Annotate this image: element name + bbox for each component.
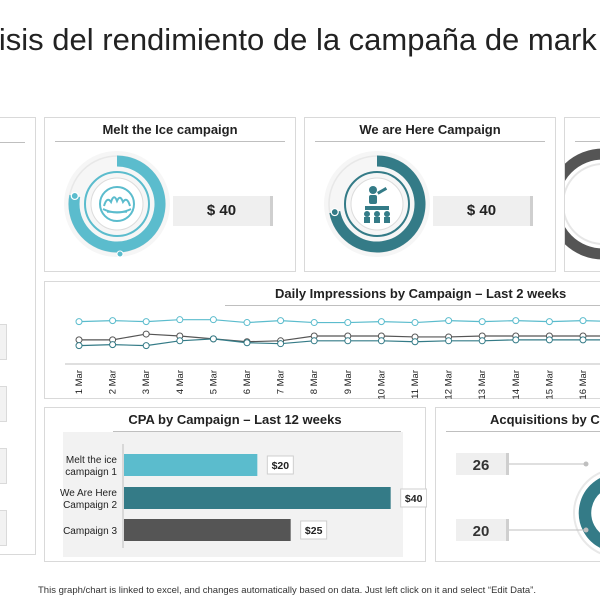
cpa-title: CPA by Campaign – Last 12 weeks — [128, 412, 342, 427]
here-campaign-price: $ 40 — [433, 196, 533, 226]
impressions-x-tick-label: 7 Mar — [276, 370, 287, 394]
acquisitions-value-box — [456, 453, 506, 475]
impressions-point — [478, 337, 486, 345]
third-campaign-card-partial — [564, 117, 600, 272]
melt-campaign-gauge — [64, 151, 170, 258]
impressions-point — [411, 338, 419, 346]
cpa-category-label: Melt the ice — [66, 455, 118, 466]
impressions-x-tick-label: 11 Mar — [410, 370, 421, 399]
acquisitions-card: Acquisitions by C 26 20 — [435, 407, 600, 562]
impressions-point — [478, 318, 486, 326]
impressions-point — [344, 337, 352, 345]
impressions-x-tick-label: 10 Mar — [376, 370, 387, 400]
melt-campaign-title: Melt the Ice campaign — [102, 122, 238, 137]
here-progress-ring — [329, 155, 426, 253]
footer-note: This graph/chart is linked to excel, and… — [38, 585, 536, 596]
melt-progress-ring — [68, 155, 166, 253]
impressions-point — [579, 336, 587, 344]
impressions-x-tick-label: 14 Mar — [511, 370, 522, 400]
impressions-point — [512, 336, 520, 344]
cpa-value-box — [400, 488, 427, 508]
impressions-point — [209, 316, 217, 324]
cpa-value-label: $20 — [272, 460, 290, 472]
acquisitions-value-box — [456, 519, 506, 541]
impressions-point — [512, 317, 520, 325]
here-campaign-title: We are Here Campaign — [359, 122, 501, 137]
left-partial-card — [0, 117, 36, 555]
impressions-point — [411, 319, 419, 327]
cpa-card: CPA by Campaign – Last 12 weeks Melt the… — [44, 407, 427, 562]
impressions-point — [377, 337, 385, 345]
impressions-point — [109, 341, 117, 349]
impressions-x-tick-label: 6 Mar — [242, 370, 253, 394]
impressions-x-tick-label: 15 Mar — [544, 370, 555, 400]
acquisitions-title: Acquisitions by C — [490, 412, 600, 427]
impressions-point — [445, 317, 453, 325]
impressions-point — [109, 317, 117, 325]
impressions-x-tick-label: 3 Mar — [141, 370, 152, 394]
impressions-x-tick-label: 2 Mar — [108, 370, 119, 394]
impressions-point — [75, 342, 83, 350]
cpa-category-label: Campaign 2 — [63, 500, 117, 511]
acquisitions-value-label: 26 — [473, 457, 490, 474]
impressions-x-tick-label: 9 Mar — [343, 370, 354, 394]
daily-impressions-card: Daily Impressions by Campaign – Last 2 w… — [44, 281, 600, 400]
ice-melt-icon — [99, 186, 135, 222]
acquisitions-value-label: 20 — [473, 523, 490, 540]
melt-campaign-price: $ 40 — [173, 196, 273, 226]
impressions-x-tick-label: 4 Mar — [175, 370, 186, 394]
impressions-point — [579, 317, 587, 325]
daily-impressions-title: Daily Impressions by Campaign – Last 2 w… — [275, 286, 567, 301]
third-campaign-gauge — [565, 148, 600, 260]
impressions-series-1-line — [78, 319, 600, 324]
cpa-category-label: Campaign 3 — [63, 526, 117, 537]
cpa-bar — [124, 454, 258, 476]
impressions-point — [277, 340, 285, 348]
impressions-x-tick-label: 13 Mar — [477, 370, 488, 400]
impressions-x-tick-label: 5 Mar — [208, 370, 219, 394]
impressions-point — [545, 318, 553, 326]
here-campaign-card: We are Here Campaign $ 40 — [304, 117, 556, 272]
impressions-point — [445, 337, 453, 345]
cpa-bar — [124, 487, 391, 509]
cpa-category-label: We Are Here — [60, 488, 117, 499]
impressions-x-tick-label: 8 Mar — [309, 370, 320, 394]
cpa-category-label: campaign 1 — [65, 467, 117, 478]
impressions-x-tick-label: 1 Mar — [74, 370, 85, 394]
impressions-point — [310, 319, 318, 327]
cpa-value-label: $40 — [405, 493, 423, 505]
impressions-point — [243, 339, 251, 347]
impressions-point — [142, 318, 150, 326]
impressions-point — [310, 337, 318, 345]
cpa-value-box — [300, 520, 328, 540]
impressions-point — [545, 336, 553, 344]
impressions-point — [176, 316, 184, 324]
cpa-bar — [124, 519, 291, 541]
acquisitions-slice — [577, 476, 600, 550]
impressions-point — [277, 317, 285, 325]
impressions-point — [176, 337, 184, 345]
people-table-icon — [364, 186, 390, 223]
impressions-point — [377, 318, 385, 326]
daily-impressions-chart: 1 Mar 2 Mar 3 Mar 4 Mar 5 Mar 6 Mar 7 Mar 8 Mar… — [65, 316, 600, 400]
impressions-point — [243, 319, 251, 327]
page-title: lisis del rendimiento de la campaña de m… — [0, 22, 597, 57]
impressions-point — [142, 330, 150, 338]
impressions-x-tick-label: 16 Mar — [578, 370, 589, 400]
cpa-value-label: $25 — [305, 525, 323, 537]
impressions-series-3-line — [78, 338, 600, 347]
impressions-point — [344, 319, 352, 327]
here-campaign-gauge — [324, 151, 430, 257]
impressions-point — [142, 342, 150, 350]
impressions-x-tick-label: 12 Mar — [444, 370, 455, 400]
impressions-point — [75, 336, 83, 344]
cpa-value-box — [266, 455, 294, 475]
impressions-point — [209, 335, 217, 343]
impressions-point — [75, 318, 83, 326]
acquisitions-chart: 26 20 — [456, 453, 600, 555]
melt-campaign-card: Melt the Ice campaign $ 40 — [44, 117, 296, 272]
